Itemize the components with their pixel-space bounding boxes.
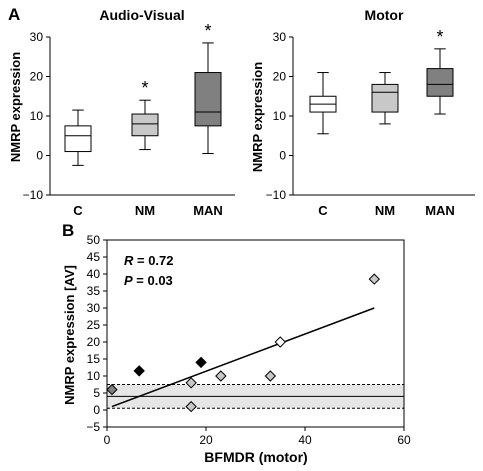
scatter-point [368,273,381,285]
scatter-ytick-label: 25 [87,318,101,332]
av-box-nm: * [131,78,159,151]
scatter-x-axis-label: BFMDR (motor) [204,449,307,465]
mo-ytick-label: −10 [266,188,287,202]
panel-a-motor: Motor NMRP expression −10 0 10 20 30 * C NM MA… [250,7,475,218]
audio-visual-title: Audio-Visual [99,7,184,23]
av-ytick-label: 30 [30,30,44,44]
scatter-y-axis-label: NMRP expression [AV] [62,265,77,405]
box-iqr [64,125,92,153]
mo-ytick-label: 0 [279,149,286,163]
scatter-ytick-label: 5 [93,386,100,400]
p-symbol: P [124,273,133,288]
scatter-plot-frame [106,239,405,428]
scatter-point [133,365,145,377]
scatter-ytick-label: 30 [87,301,101,315]
scatter-point [215,370,227,382]
r-value: = 0.72 [133,253,173,268]
scatter-ytick-label: −5 [86,420,100,434]
panel-a-letter: A [8,5,20,24]
mo-box-c [309,72,337,135]
scatter-ytick-label: 15 [87,352,101,366]
scatter-point [274,336,286,348]
motor-title: Motor [365,7,404,23]
mo-ytick-label: 10 [273,109,287,123]
scatter-xtick-label: 60 [397,433,411,447]
scatter-ytick-label: 50 [87,233,101,247]
r-statistic: R = 0.72 [124,253,174,268]
scatter-point [185,400,197,413]
scatter-point [106,383,118,396]
scatter-point [264,370,277,382]
box-iqr [194,72,222,127]
scatter-point [195,356,207,369]
p-value: = 0.03 [133,273,173,288]
panel-b-letter: B [62,221,74,240]
av-ytick-label: 10 [30,109,44,123]
av-box-c [64,109,92,166]
box-iqr [426,68,454,97]
mo-box-man: * [426,27,454,115]
box-iqr [131,113,159,137]
scatter-ytick-label: 0 [93,403,100,417]
significance-star: * [436,27,443,47]
p-statistic: P = 0.03 [124,273,173,288]
scatter-point [185,377,197,389]
scatter-xtick-label: 40 [298,433,312,447]
mo-ytick-label: 30 [273,30,287,44]
significance-star: * [141,78,148,98]
scatter-xtick-label: 0 [104,433,111,447]
av-category-label: MAN [193,203,223,218]
scatter-ytick-label: 20 [87,335,101,349]
av-box-man: * [194,21,222,155]
audio-visual-y-axis-label: NMRP expression [8,52,23,162]
box-iqr [371,83,399,113]
mo-category-label: C [318,203,328,218]
mo-box-nm [371,72,399,125]
mo-ytick-label: 20 [273,70,287,84]
panel-a-audio-visual: A Audio-Visual NMRP expression −10 0 10 20 3… [8,5,235,218]
regression-line [111,307,375,408]
av-category-label: NM [135,203,155,218]
scatter-ytick-label: 40 [87,267,101,281]
av-ytick-label: 0 [36,149,43,163]
scatter-ytick-label: 35 [87,284,101,298]
significance-star: * [204,21,211,41]
scatter-ytick-label: 10 [87,369,101,383]
av-category-label: C [73,203,83,218]
panel-b-scatter: B −5 0 5 10 15 20 25 30 35 40 45 50 0 20 40 60 R = 0.7… [62,221,411,465]
r-symbol: R [124,253,134,268]
scatter-xtick-label: 20 [199,433,213,447]
mo-category-label: NM [375,203,395,218]
av-ytick-label: 20 [30,70,44,84]
scatter-ytick-label: 45 [87,250,101,264]
av-ytick-label: −10 [23,188,44,202]
motor-y-axis-label: NMRP expression [250,62,265,172]
mo-category-label: MAN [425,203,455,218]
